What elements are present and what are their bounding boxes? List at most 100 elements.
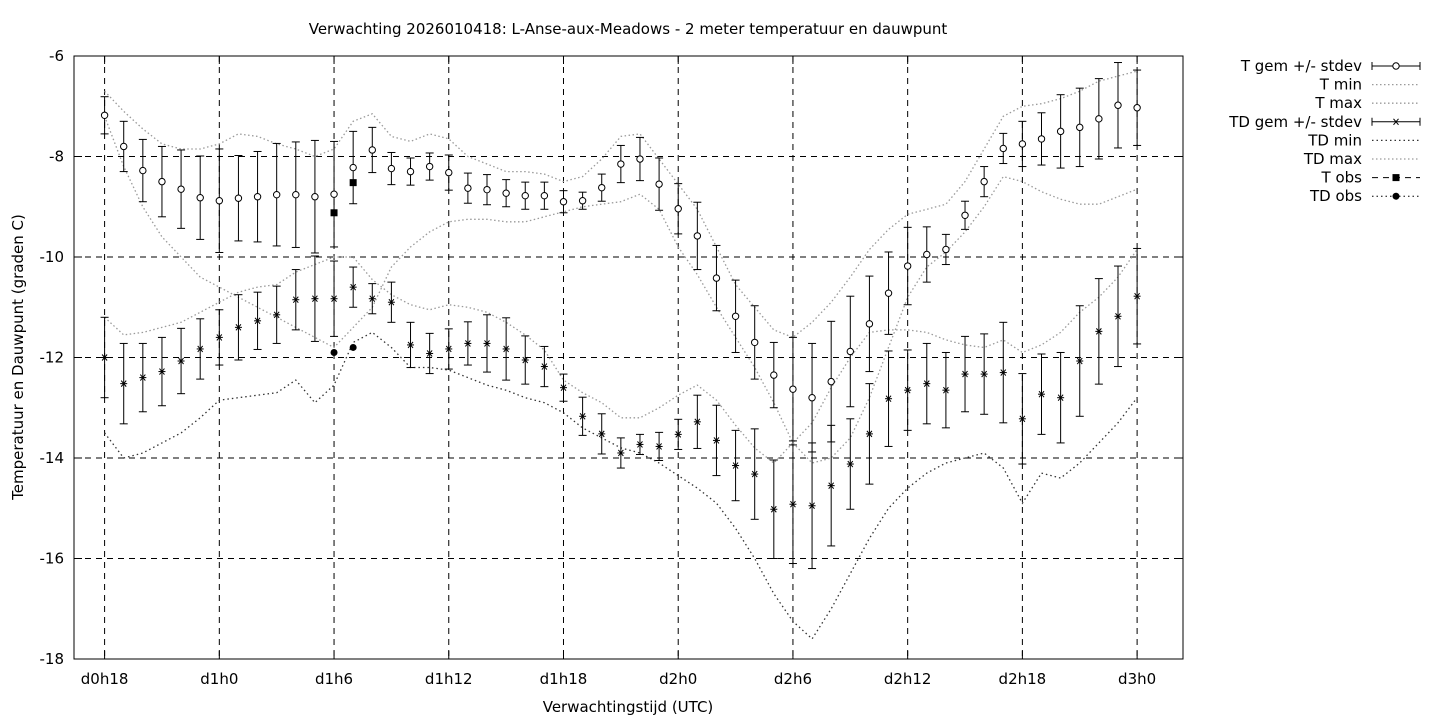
t-mean-point bbox=[731, 312, 740, 320]
td-mean-point bbox=[426, 350, 434, 357]
td-mean-point bbox=[980, 370, 988, 378]
td-mean-point bbox=[827, 482, 835, 489]
legend-marker bbox=[1392, 62, 1400, 70]
t-mean-point bbox=[387, 164, 396, 173]
td-mean-point bbox=[617, 449, 625, 457]
x-axis-label: Verwachtingstijd (UTC) bbox=[543, 698, 714, 716]
y-tick-label: -10 bbox=[40, 248, 65, 266]
t-mean-point bbox=[177, 185, 185, 193]
td-mean-point bbox=[158, 368, 166, 375]
td-mean-point bbox=[732, 462, 740, 469]
t-mean-point bbox=[349, 163, 357, 172]
td-mean-point bbox=[674, 431, 682, 438]
t-mean-point bbox=[1037, 135, 1046, 143]
t-mean-point bbox=[1095, 115, 1103, 123]
t-mean-point bbox=[464, 184, 472, 192]
t-mean-point bbox=[292, 190, 300, 199]
grid-lines bbox=[74, 56, 1183, 659]
legend-item: TD max bbox=[1303, 150, 1420, 168]
y-axis-label: Temperatuur en Dauwpunt (graden C) bbox=[9, 214, 27, 501]
td-mean-point bbox=[292, 296, 300, 304]
td-mean-point bbox=[655, 443, 663, 450]
t-mean-point bbox=[330, 190, 338, 198]
td-mean-point bbox=[101, 354, 109, 361]
x-tick-label: d1h0 bbox=[200, 670, 238, 688]
t-mean-point bbox=[234, 194, 243, 202]
legend-item: T obs bbox=[1321, 169, 1420, 187]
t-obs-point bbox=[330, 209, 338, 217]
t-mean-point bbox=[865, 320, 874, 328]
td-mean-point bbox=[464, 340, 472, 347]
td-mean-point bbox=[483, 340, 491, 347]
t-mean-point bbox=[598, 183, 606, 192]
td-mean-point bbox=[693, 418, 701, 426]
td-mean-point bbox=[770, 505, 778, 513]
td-mean-point bbox=[1076, 357, 1084, 365]
legend-label: TD min bbox=[1307, 131, 1362, 149]
legend-item: TD gem +/- stdev bbox=[1228, 113, 1421, 131]
t-mean-point bbox=[903, 262, 912, 270]
t-mean-point bbox=[999, 144, 1007, 153]
t-mean-point bbox=[1076, 123, 1084, 132]
x-tick-label: d3h0 bbox=[1118, 670, 1156, 688]
t-mean-point bbox=[827, 377, 835, 386]
t-mean-point bbox=[311, 193, 319, 201]
td-mean-point bbox=[540, 363, 548, 370]
legend-marker bbox=[1392, 174, 1400, 182]
t-mean-point bbox=[272, 190, 281, 199]
t-mean-point bbox=[808, 394, 816, 402]
t-min-line bbox=[103, 116, 1138, 464]
t-max-line bbox=[104, 70, 1138, 339]
chart-title: Verwachting 2026010418: L-Anse-aux-Meado… bbox=[309, 20, 948, 38]
legend-label: T obs bbox=[1321, 169, 1363, 187]
t-mean-point bbox=[158, 177, 166, 186]
td-mean-point bbox=[521, 356, 529, 364]
td-mean-point bbox=[1057, 394, 1065, 402]
x-tick-label: d1h12 bbox=[425, 670, 473, 688]
t-mean-point bbox=[1114, 101, 1122, 109]
t-mean-point bbox=[655, 180, 663, 188]
t-mean-point bbox=[693, 232, 702, 240]
t-mean-point bbox=[215, 197, 224, 205]
legend-label: TD gem +/- stdev bbox=[1228, 113, 1362, 131]
td-mean-point bbox=[407, 341, 415, 349]
axes: -6 -8 -10 -12 -14 -16 -18 d0h18 d1h0 d1h6 d1h12 d1h… bbox=[40, 47, 1183, 688]
legend-label: TD max bbox=[1303, 150, 1362, 168]
t-mean-point bbox=[636, 155, 644, 163]
t-mean-point bbox=[750, 338, 759, 347]
x-tick-label: d1h6 bbox=[315, 670, 353, 688]
td-mean-point bbox=[1038, 390, 1046, 398]
td-mean-point bbox=[1114, 312, 1122, 320]
t-mean-point bbox=[1056, 127, 1065, 136]
td-mean-point bbox=[311, 295, 319, 303]
td-mean-point bbox=[923, 380, 931, 387]
y-tick-label: -16 bbox=[40, 550, 65, 568]
td-min-line bbox=[104, 331, 1138, 640]
td-mean-point bbox=[502, 345, 510, 353]
legend-item: TD min bbox=[1307, 131, 1420, 149]
td-mean-point bbox=[445, 345, 453, 353]
x-tick-label: d2h6 bbox=[774, 670, 812, 688]
td-mean-point bbox=[273, 311, 281, 319]
series-layer bbox=[100, 62, 1142, 640]
t-mean-point bbox=[770, 371, 778, 379]
legend-label: T min bbox=[1319, 76, 1362, 94]
t-mean-point bbox=[196, 194, 204, 202]
t-mean-point bbox=[789, 385, 797, 393]
legend-label: TD obs bbox=[1309, 187, 1362, 205]
td-max-line bbox=[104, 249, 1138, 464]
t-mean-point bbox=[406, 167, 415, 176]
t-mean-point bbox=[253, 193, 262, 201]
t-mean-point bbox=[942, 245, 950, 254]
td-mean-point bbox=[904, 386, 912, 394]
t-mean-point bbox=[578, 197, 587, 205]
td-mean-point bbox=[598, 430, 606, 438]
t-obs-point bbox=[349, 179, 357, 187]
t-mean-point bbox=[521, 191, 529, 200]
t-mean-point bbox=[712, 274, 721, 282]
td-mean-point bbox=[751, 470, 759, 478]
td-mean-point bbox=[254, 317, 262, 325]
legend-item: T min bbox=[1319, 76, 1420, 94]
